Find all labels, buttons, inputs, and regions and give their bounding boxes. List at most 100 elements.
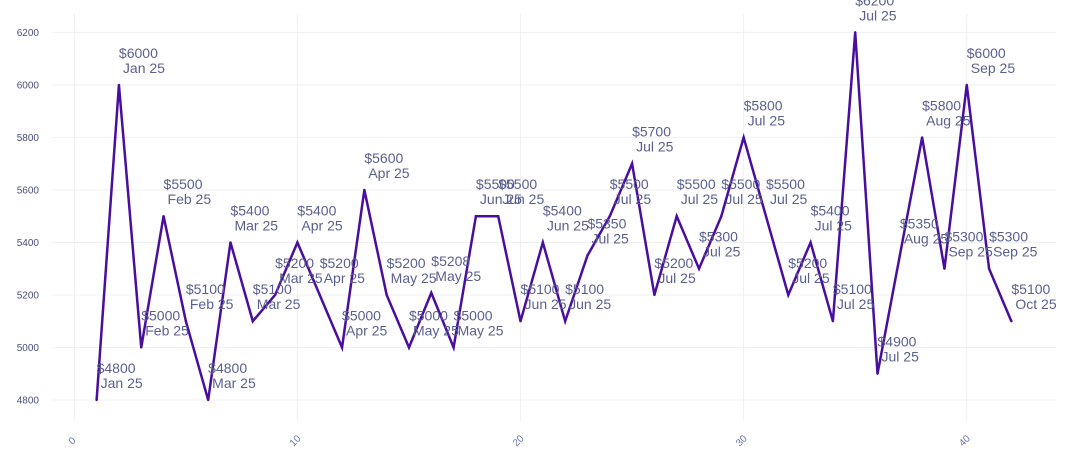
data-point: [675, 214, 678, 218]
data-point: [497, 214, 500, 218]
data-label: $5200 Mar 25: [275, 255, 323, 286]
series-line: [95, 32, 1013, 401]
data-label: $4800 Jan 25: [97, 360, 143, 391]
x-tick-label: 0: [67, 435, 79, 447]
data-label: $5100 Mar 25: [253, 281, 301, 312]
x-tick-label: 30: [734, 433, 750, 449]
data-label: $5200 Jul 25: [654, 255, 696, 286]
data-label: $5800 Aug 25: [922, 97, 971, 128]
data-label: $6000 Sep 25: [967, 45, 1016, 76]
data-point: [809, 241, 812, 244]
data-label: $5300 Jul 25: [699, 229, 741, 260]
y-tick-label: 5400: [17, 238, 40, 249]
data-point: [720, 214, 723, 218]
data-point: [229, 241, 232, 244]
data-label: $5500 Jul 25: [721, 176, 763, 207]
data-label: $5400 Jul 25: [811, 202, 853, 233]
data-label: $5208 May 25: [431, 253, 481, 284]
data-label: $5100 Jun 25: [521, 281, 567, 312]
y-tick-label: 5000: [17, 343, 40, 354]
data-point: [586, 254, 589, 257]
x-tick-label: 20: [511, 433, 527, 449]
data-point: [117, 83, 121, 87]
data-point: [787, 293, 790, 297]
data-point: [296, 241, 299, 244]
data-label: $5400 Apr 25: [297, 202, 342, 233]
data-label: $5200 Apr 25: [320, 255, 365, 286]
data-point: [854, 31, 857, 34]
data-label: $5500 Jul 25: [766, 176, 808, 207]
data-point: [920, 136, 924, 139]
data-point: [965, 83, 968, 87]
data-label: $5400 Mar 25: [230, 202, 278, 233]
label-layer: $4800 Jan 25 $6000 Jan 25 $5000 Feb 25 $5500 Fe…: [97, 0, 1057, 391]
data-label: $5000 May 25: [409, 307, 459, 338]
data-point: [318, 293, 321, 297]
data-point: [184, 320, 188, 323]
data-label: $5500 Jul 25: [677, 176, 719, 207]
data-point: [452, 346, 455, 349]
data-label: $5400 Jun 25: [543, 202, 589, 233]
data-point: [407, 346, 411, 349]
data-point: [430, 291, 433, 295]
data-label: $5200 May 25: [387, 255, 437, 286]
data-label: $5000 May 25: [454, 307, 504, 338]
data-point: [363, 188, 366, 192]
x-tick-label: 10: [288, 433, 304, 449]
data-label: $5300 Sep 25: [944, 229, 993, 260]
data-label: $4900 Jul 25: [878, 334, 920, 365]
data-label: $5500 Feb 25: [164, 176, 212, 207]
y-tick-label: 5200: [17, 290, 40, 301]
data-point: [273, 293, 277, 297]
x-tick-label: 40: [957, 433, 973, 449]
data-point: [608, 214, 611, 218]
data-point: [251, 320, 254, 323]
data-point: [340, 346, 344, 349]
data-label: $5300 Sep 25: [989, 229, 1038, 260]
data-point: [385, 293, 388, 297]
data-point: [898, 254, 902, 257]
data-point: [697, 267, 701, 270]
data-label: $5100 Jun 25: [565, 281, 611, 312]
data-point: [541, 241, 545, 244]
data-point: [95, 398, 98, 402]
data-point: [162, 214, 165, 218]
data-label: $5100 Feb 25: [186, 281, 234, 312]
y-tick-label: 4800: [17, 395, 40, 406]
grid-layer: [52, 14, 1056, 421]
y-tick-label: 5600: [17, 185, 40, 196]
data-point: [1010, 320, 1013, 323]
data-point: [630, 162, 634, 165]
y-tick-label: 6000: [17, 80, 40, 91]
data-point: [519, 320, 522, 323]
data-point: [943, 267, 946, 270]
data-label: $4800 Mar 25: [208, 360, 256, 391]
data-label: $5700 Jul 25: [632, 124, 674, 155]
data-label: $5100 Oct 25: [1011, 281, 1056, 312]
data-point: [764, 214, 768, 218]
data-point: [140, 346, 143, 349]
data-label: $5800 Jul 25: [744, 97, 786, 128]
series-layer: [95, 31, 1013, 402]
data-point: [876, 372, 879, 375]
y-tick-label: 5800: [17, 133, 40, 144]
data-label: $5000 Feb 25: [141, 307, 189, 338]
data-point: [206, 398, 210, 402]
data-point: [831, 320, 835, 323]
data-label: $6200 Jul 25: [855, 0, 897, 23]
data-label: $5350 Aug 25: [900, 216, 949, 247]
data-label: $5000 Apr 25: [342, 307, 387, 338]
data-label: $5350 Jul 25: [587, 216, 629, 247]
data-label: $6000 Jan 25: [119, 45, 165, 76]
data-point: [563, 320, 567, 323]
data-label: $5500 Jun 25: [476, 176, 522, 207]
data-point: [987, 267, 991, 270]
data-point: [742, 136, 745, 139]
data-label: $5500 Jun 25: [498, 176, 544, 207]
data-label: $5500 Jul 25: [610, 176, 652, 207]
data-point: [474, 214, 478, 218]
data-label: $5600 Apr 25: [364, 150, 409, 181]
y-tick-label: 6200: [17, 28, 40, 39]
